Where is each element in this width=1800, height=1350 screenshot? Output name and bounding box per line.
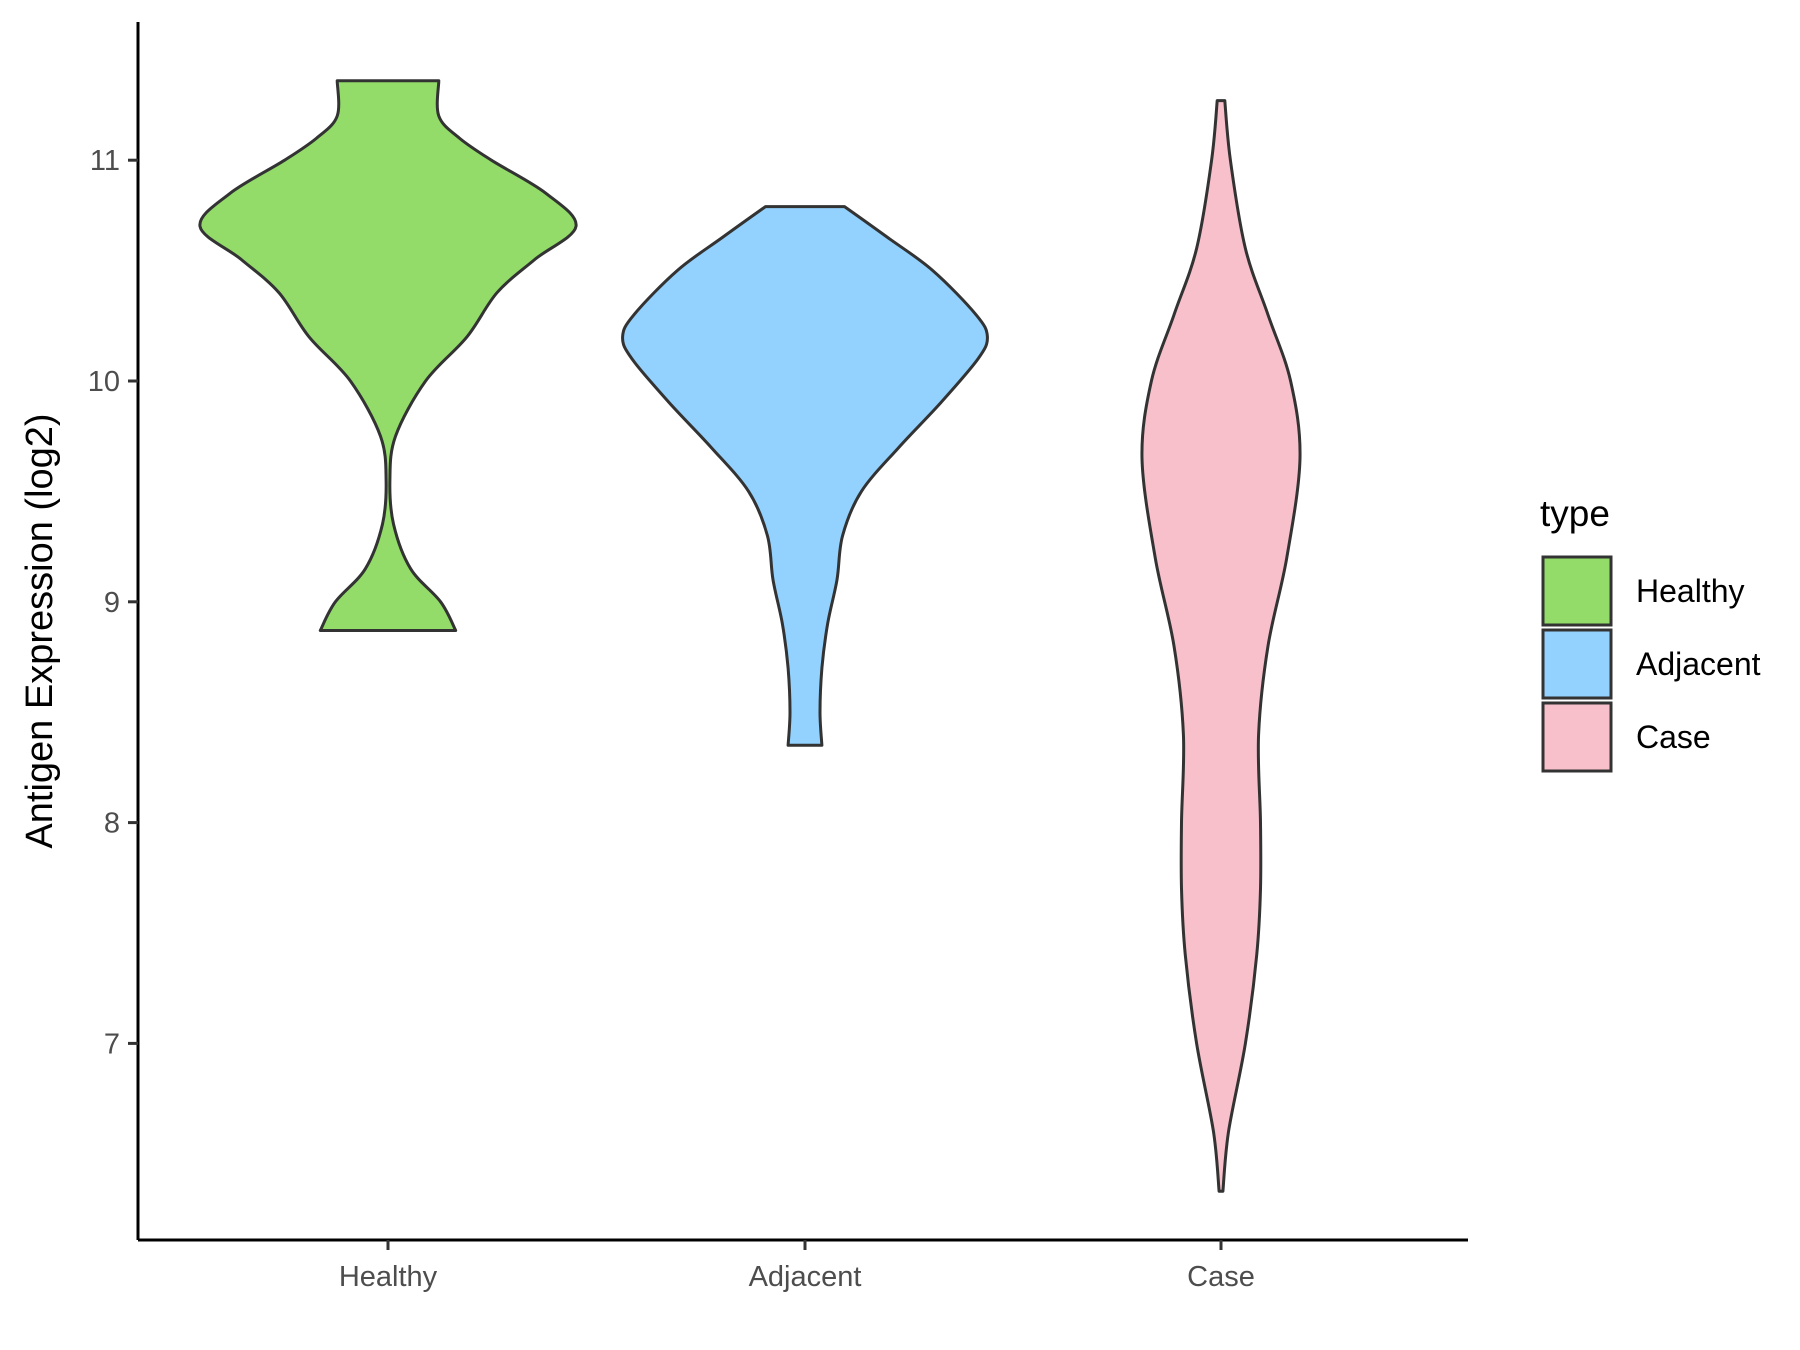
y-tick-label: 11: [90, 145, 120, 177]
legend-label-case: Case: [1636, 719, 1711, 755]
violin-layer: [198, 79, 1302, 1193]
legend-swatch-adjacent: [1541, 628, 1613, 700]
y-tick-label: 10: [88, 366, 120, 398]
x-tick-label-adjacent: Adjacent: [749, 1261, 862, 1293]
axes: 7 8 9 10 11 Healthy Adjacent Case Antigen Expres…: [19, 22, 1468, 1293]
y-axis-title: Antigen Expression (log2): [19, 413, 61, 848]
y-tick-label: 7: [104, 1028, 120, 1060]
y-tick-label: 9: [104, 587, 120, 619]
legend: type Healthy Adjacent Case: [1540, 493, 1761, 773]
legend-swatch-case: [1541, 701, 1613, 773]
violin-adjacent: [621, 205, 989, 747]
violin-case: [1140, 99, 1302, 1193]
x-tick-label-case: Case: [1187, 1261, 1255, 1293]
x-tick-label-healthy: Healthy: [339, 1261, 438, 1293]
legend-title: type: [1540, 493, 1610, 534]
legend-swatch-healthy: [1541, 555, 1613, 627]
legend-label-adjacent: Adjacent: [1636, 646, 1761, 682]
legend-label-healthy: Healthy: [1636, 573, 1745, 609]
violin-healthy: [198, 79, 578, 632]
y-tick-label: 8: [104, 808, 120, 840]
